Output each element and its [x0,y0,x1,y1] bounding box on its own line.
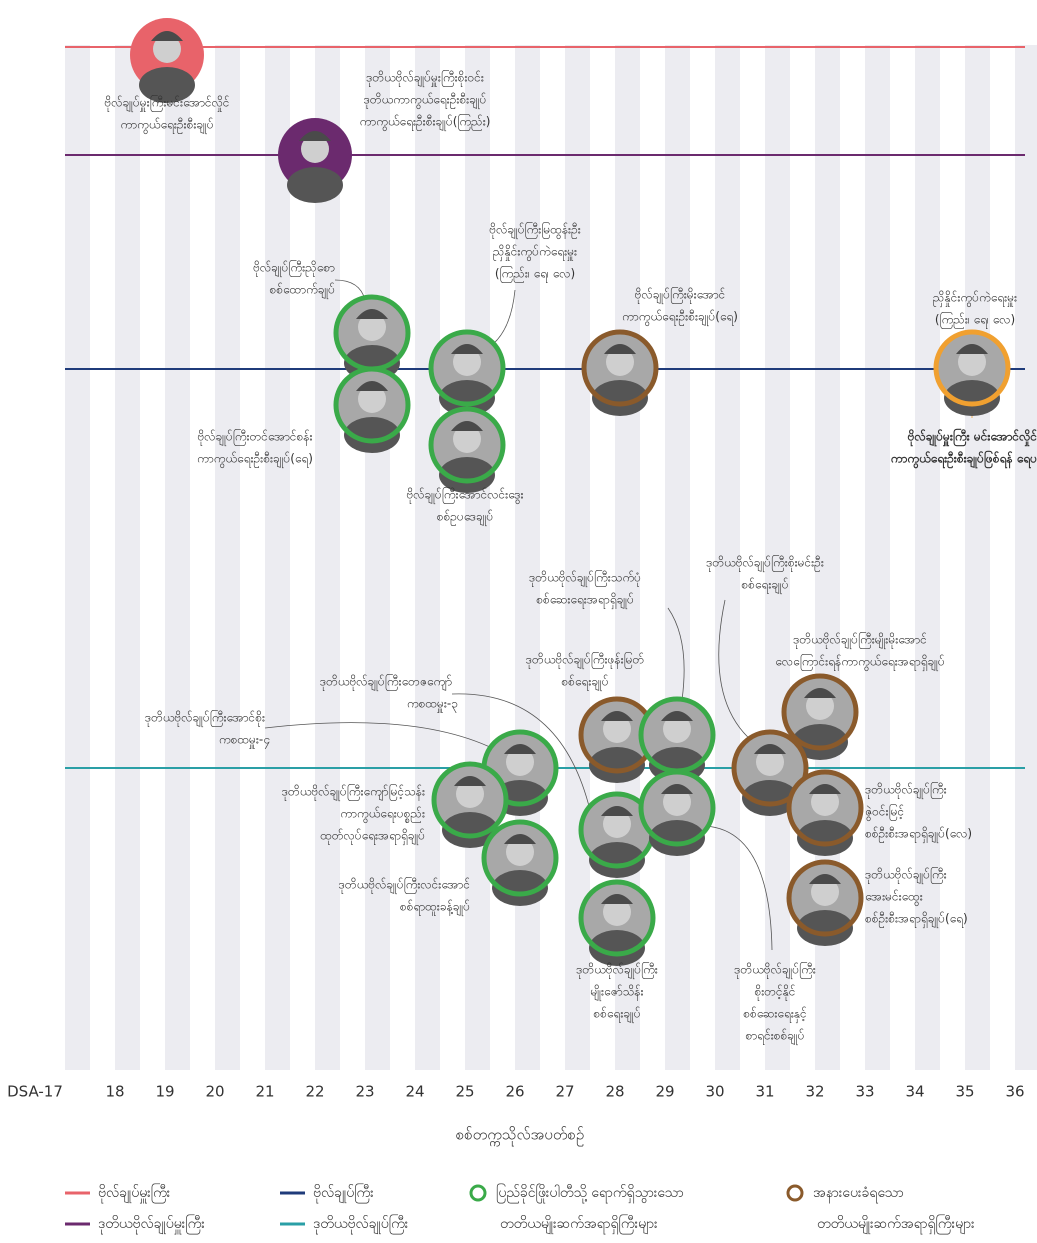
column-stripe [165,45,190,1070]
x-tick-label: 33 [855,1083,874,1101]
portrait [581,882,653,966]
portrait [789,862,861,946]
column-stripe [65,45,90,1070]
portrait [584,332,656,416]
caption-line: ဗိုလ်ချုပ်ကြီးတင်အောင်စန်း [197,428,312,447]
x-tick-label: 28 [605,1083,624,1101]
legend-label: ဗိုလ်ချုပ်မှူးကြီး [98,1184,171,1203]
portrait [936,332,1008,416]
portrait [484,822,556,906]
column-stripe [115,45,140,1070]
column-stripe [1015,45,1037,1070]
x-tick-label: 20 [205,1083,224,1101]
column-stripe [215,45,240,1070]
caption-line: ကာကွယ်ရေးဦးစီးချုပ်ဖြစ်ရန် ရေပ [890,449,1037,470]
column-stripe [365,45,390,1070]
portrait-body [287,167,343,203]
x-tick-label: 23 [355,1083,374,1101]
x-tick-label: 18 [105,1083,124,1101]
portrait [431,332,503,416]
x-tick-label: 31 [755,1083,774,1101]
legend-label: ဒုတိယဗိုလ်ချုပ်မှူးကြီး [98,1215,205,1234]
x-tick-label: 25 [455,1083,474,1101]
column-stripe [665,45,690,1070]
portrait [431,409,503,493]
column-stripe [515,45,540,1070]
caption-line: ကာကွယ်ရေးဦးစီးချုပ်(ရေ) [197,451,313,469]
legend-ring [788,1186,802,1200]
legend-label: အနားပေးခံရသော [813,1185,904,1203]
legend-label: တတိယမျိုးဆက်အရာရှိကြီးများ [817,1215,975,1234]
x-tick-label: 19 [155,1083,174,1101]
legend-label: ဒုတိယဗိုလ်ချုပ်ကြီး [313,1215,409,1234]
x-tick-label: 21 [255,1083,274,1101]
column-stripe [265,45,290,1070]
x-tick-label: 32 [805,1083,824,1101]
portrait [278,118,352,203]
x-tick-label: 35 [955,1083,974,1101]
caption-line: ဒုတိယဗိုလ်ချုပ်ကြီးမျိုးမိုးအောင် [793,631,927,650]
x-tick-label: 24 [405,1083,424,1101]
portrait [336,369,408,453]
legend-label: တတိယမျိုးဆက်အရာရှိကြီးများ [500,1215,658,1234]
infographic: DSA-17 18 19 20 21 22 23 24 25 26 27 28 29 30 31 32 33 34… [0,0,1037,1243]
x-tick-label: 22 [305,1083,324,1101]
x-tick-label: 36 [1005,1083,1024,1101]
caption-line: ဒုတိယဗိုလ်ချုပ်ကြီးလင်းအောင် [339,876,470,895]
x-tick-label: 27 [555,1083,574,1101]
column-stripe [965,45,990,1070]
legend-ring [471,1186,485,1200]
column-stripe [415,45,440,1070]
portrait [641,772,713,856]
x-tick-label: 29 [655,1083,674,1101]
x-tick-label: 34 [905,1083,924,1101]
portrait [789,772,861,856]
column-stripe [465,45,490,1070]
legend-label: ဗိုလ်ချုပ်ကြီး [313,1184,374,1203]
caption-line: ဒုတိယဗိုလ်ချုပ်ကြီးအောင်စိုး [145,709,265,728]
caption-line: ဒုတိယဗိုလ်ချုပ်ကြီးကျော်မြင့်သန်း [282,783,425,802]
portrait [130,18,204,103]
x-tick-label: DSA-17 [7,1083,63,1101]
legend-label: ပြည်ခိုင်ဖြိုးပါတီသို့ ရောက်ရှိသွားသော [496,1184,684,1203]
axis-title: စစ်တက္ကသိုလ်အပတ်စဉ် [456,1126,584,1147]
x-tick-label: 26 [505,1083,524,1101]
x-tick-label: 30 [705,1083,724,1101]
